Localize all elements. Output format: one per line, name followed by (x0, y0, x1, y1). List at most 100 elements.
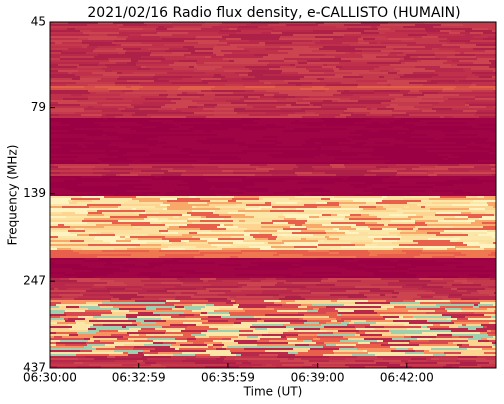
spectrogram-cell (99, 330, 119, 333)
spectrogram-cell (171, 356, 197, 359)
spectrogram-cell (50, 194, 68, 197)
spectrogram-cell (428, 174, 438, 177)
spectrogram-cell (265, 202, 272, 205)
spectrogram-cell (466, 108, 496, 111)
spectrogram-cell (60, 340, 73, 343)
spectrogram-cell (190, 288, 197, 291)
spectrogram-cell (178, 232, 190, 235)
spectrogram-cell (397, 240, 414, 243)
spectrogram-cell (61, 118, 83, 121)
spectrogram-cell (343, 36, 362, 39)
spectrogram-cell (243, 240, 283, 243)
spectrogram-cell (451, 288, 458, 291)
spectrogram-cell (313, 234, 347, 237)
spectrogram-cell (222, 342, 239, 345)
spectrogram-cell (295, 96, 310, 99)
spectrogram-cell (176, 296, 192, 299)
spectrogram-cell (82, 132, 118, 135)
spectrogram-cell (60, 56, 95, 59)
spectrogram-cell (341, 318, 369, 321)
spectrogram-cell (414, 148, 449, 151)
spectrogram-cell (384, 156, 406, 159)
spectrogram-cell (254, 182, 262, 185)
spectrogram-cell (50, 304, 57, 307)
spectrogram-cell (173, 168, 209, 171)
spectrogram-cell (50, 350, 81, 353)
spectrogram-cell (324, 240, 346, 243)
spectrogram-cell (401, 118, 440, 121)
spectrogram-cell (338, 330, 360, 333)
spectrogram-cell (366, 264, 398, 267)
spectrogram-cell (284, 180, 311, 183)
spectrogram-cell (123, 114, 133, 117)
spectrogram-cell (455, 216, 469, 219)
spectrogram-cell (484, 238, 497, 241)
spectrogram-cell (247, 228, 284, 231)
spectrogram-cell (379, 336, 405, 339)
spectrogram-cell (329, 88, 369, 91)
spectrogram-cell (317, 296, 349, 299)
spectrogram-cell (115, 346, 120, 349)
spectrogram-cell (113, 202, 125, 205)
spectrogram-cell (459, 60, 490, 63)
spectrogram-cell (452, 108, 467, 111)
spectrogram-cell (88, 84, 116, 87)
spectrogram-cell (132, 100, 143, 103)
spectrogram-cell (376, 362, 390, 365)
spectrogram-cell (132, 160, 142, 163)
spectrogram-cell (311, 270, 339, 273)
spectrogram-cell (448, 138, 468, 141)
spectrogram-cell (239, 176, 247, 179)
spectrogram-cell (356, 328, 375, 331)
spectrogram-cell (72, 200, 93, 203)
spectrogram-cell (146, 158, 175, 161)
spectrogram-cell (399, 276, 417, 279)
spectrogram-cell (183, 144, 207, 147)
spectrogram-cell (262, 78, 301, 81)
spectrogram-cell (347, 138, 353, 141)
spectrogram-cell (268, 238, 277, 241)
spectrogram-cell (125, 150, 150, 153)
spectrogram-cell (271, 246, 295, 249)
spectrogram-cell (144, 22, 173, 25)
spectrogram-cell (64, 198, 72, 201)
spectrogram-cell (50, 72, 69, 75)
spectrogram-cell (306, 68, 334, 71)
spectrogram-cell (183, 148, 193, 151)
spectrogram-cell (223, 360, 249, 363)
spectrogram-cell (238, 156, 273, 159)
spectrogram-cell (169, 226, 180, 229)
spectrogram-cell (263, 312, 299, 315)
spectrogram-cell (130, 236, 166, 239)
spectrogram-cell (73, 104, 81, 107)
spectrogram-cell (209, 150, 243, 153)
spectrogram-cell (50, 130, 56, 133)
spectrogram-cell (254, 252, 278, 255)
spectrogram-cell (384, 76, 401, 79)
spectrogram-cell (84, 110, 103, 113)
spectrogram-cell (238, 286, 243, 289)
spectrogram-cell (85, 230, 105, 233)
spectrogram-cell (462, 310, 495, 313)
spectrogram-cell (91, 120, 97, 123)
spectrogram-cell (241, 250, 273, 253)
spectrogram-cell (163, 208, 168, 211)
spectrogram-cell (87, 344, 100, 347)
spectrogram-cell (420, 136, 440, 139)
spectrogram-cell (354, 346, 391, 349)
spectrogram-cell (156, 164, 193, 167)
spectrogram-cell (492, 236, 497, 239)
spectrogram-cell (144, 60, 162, 63)
spectrogram-cell (415, 222, 426, 225)
spectrogram-cell (234, 60, 259, 63)
spectrogram-cell (352, 354, 376, 357)
spectrogram-cell (449, 170, 470, 173)
spectrogram-cell (164, 44, 198, 47)
spectrogram-cell (461, 308, 488, 311)
spectrogram-cell (331, 300, 338, 303)
spectrogram-cell (50, 220, 83, 223)
spectrogram-cell (173, 258, 195, 261)
spectrogram-cell (304, 362, 330, 365)
spectrogram-cell (477, 58, 497, 61)
spectrogram-cell (288, 128, 295, 131)
